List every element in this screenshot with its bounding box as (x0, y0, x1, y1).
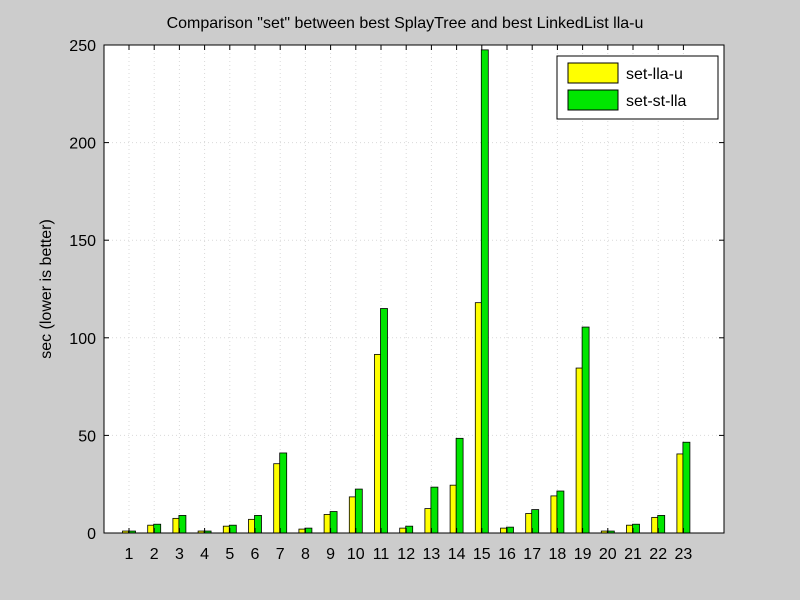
plot-frame (103, 44, 725, 534)
x-tick-label: 17 (523, 546, 541, 563)
bar-set-st-lla (254, 515, 262, 534)
bar-set-st-lla (480, 49, 489, 534)
x-tick-label: 13 (423, 546, 441, 563)
bar-set-st-lla (304, 527, 313, 534)
bar-set-st-lla (581, 326, 590, 534)
x-tick-label: 8 (301, 546, 310, 563)
bar-set-st-lla (455, 437, 464, 534)
bar-set-st-lla (531, 509, 540, 534)
x-tick-label: 16 (498, 546, 516, 563)
y-tick-label: 250 (69, 38, 96, 55)
x-tick-label: 22 (649, 546, 667, 563)
y-tick-label: 50 (78, 428, 96, 445)
x-tick-label: 4 (200, 546, 209, 563)
bar-set-st-lla (506, 526, 514, 534)
bar-set-st-lla (354, 488, 363, 534)
grid-lines (104, 45, 724, 533)
bar-set-st-lla (153, 523, 162, 534)
x-tick-label: 21 (624, 546, 642, 563)
bar-set-st-lla (178, 515, 187, 534)
x-tick-label: 5 (225, 546, 234, 563)
bar-set-st-lla (632, 523, 640, 534)
plot-area (104, 45, 724, 533)
y-tick-label: 150 (69, 233, 96, 250)
chart-title: Comparison "set" between best SplayTree … (167, 15, 644, 32)
x-tick-label: 9 (326, 546, 335, 563)
bar-set-st-lla (657, 515, 666, 534)
x-tick-label: 6 (251, 546, 260, 563)
bar-set-st-lla (228, 524, 237, 534)
legend-swatch (567, 62, 619, 84)
y-tick-label: 100 (69, 331, 96, 348)
bar-set-st-lla (682, 441, 691, 534)
x-tick-label: 7 (276, 546, 285, 563)
y-tick-label: 0 (87, 526, 96, 543)
x-tick-label: 18 (549, 546, 567, 563)
bars (122, 49, 691, 534)
x-tick-label: 3 (175, 546, 184, 563)
x-tick-label: 1 (125, 546, 134, 563)
bar-set-st-lla (279, 452, 288, 534)
x-tick-label: 12 (397, 546, 415, 563)
bar-set-st-lla (329, 511, 338, 534)
legend: set-lla-u set-st-lla (556, 55, 719, 120)
x-tick-label: 2 (150, 546, 159, 563)
legend-label: set-st-lla (626, 93, 687, 110)
bar-set-st-lla (556, 490, 565, 534)
x-tick-label: 19 (574, 546, 592, 563)
y-axis: 0 50 100 150 200 250 (69, 38, 724, 543)
bar-set-st-lla (405, 525, 414, 534)
x-tick-label: 15 (473, 546, 491, 563)
x-tick-label: 14 (448, 546, 466, 563)
x-tick-label: 11 (373, 546, 390, 563)
x-tick-label: 10 (347, 546, 365, 563)
legend-swatch (567, 89, 619, 111)
bar-set-st-lla (380, 308, 388, 534)
x-axis: 1 2 3 4 5 6 7 8 9 10 11 12 13 14 15 16 17 18 19 20 21 22 23 (125, 45, 693, 563)
y-tick-label: 200 (69, 136, 96, 153)
legend-label: set-lla-u (626, 66, 683, 83)
x-tick-label: 20 (599, 546, 617, 563)
y-axis-label: sec (lower is better) (38, 219, 55, 359)
x-tick-label: 23 (675, 546, 693, 563)
bar-set-st-lla (430, 486, 439, 534)
